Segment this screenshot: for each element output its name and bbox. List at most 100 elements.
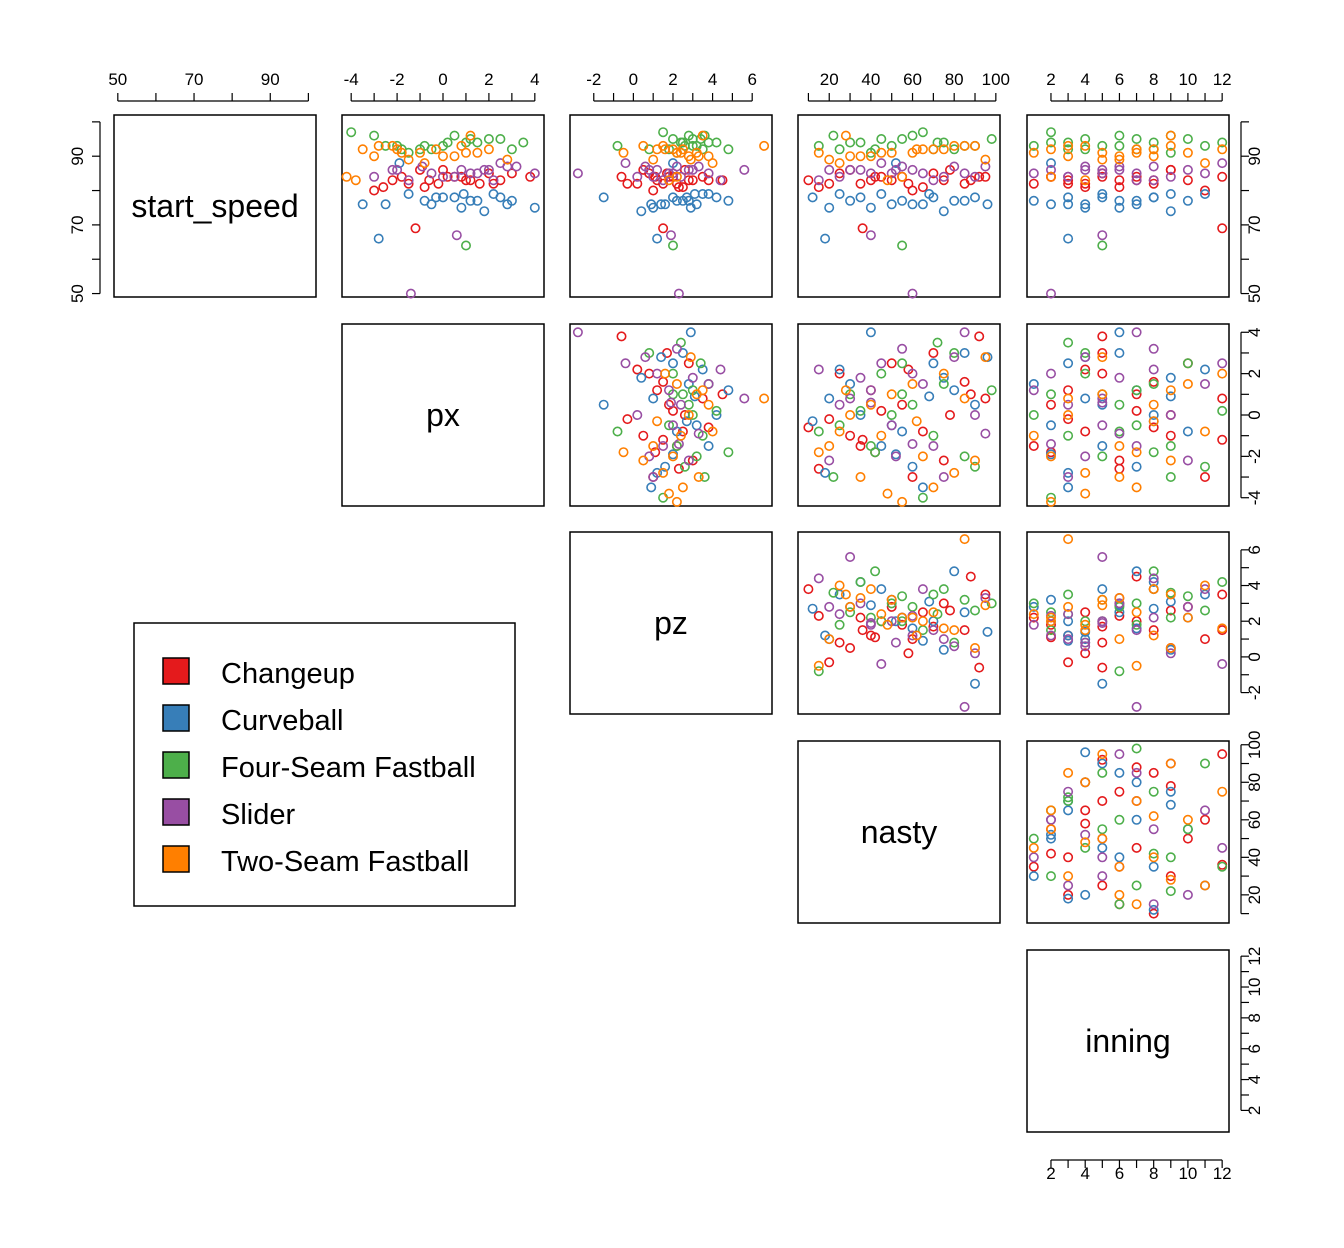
point-two-seam-fastball-11-start_speed-vs-px	[483, 144, 494, 155]
point-four-seam-fastball-2-px-vs-inning	[1063, 430, 1074, 441]
point-curveball-15-px-vs-nasty	[949, 385, 960, 396]
point-curveball-14-nasty-vs-inning	[1063, 893, 1074, 904]
point-slider-6-pz-vs-inning	[1131, 625, 1142, 636]
top-tick-label-pz-0: -2	[586, 70, 601, 89]
panel-frame-start_speed-px	[341, 114, 545, 298]
top-tick-label-start_speed-0: 50	[108, 70, 127, 89]
top-axis-nasty: 20 40 60 80 100	[807, 70, 1010, 102]
point-changeup-11-pz-vs-nasty	[980, 589, 991, 600]
top-tick-label-inning-2: 6	[1115, 70, 1124, 89]
point-slider-11-px-vs-nasty	[876, 358, 887, 369]
point-two-seam-fastball-14-pz-vs-inning	[1063, 534, 1074, 545]
point-slider-8-start_speed-vs-inning	[1165, 171, 1176, 182]
point-curveball-12-pz-vs-inning	[1097, 678, 1108, 689]
point-slider-7-px-vs-nasty	[897, 343, 908, 354]
point-two-seam-fastball-5-pz-vs-inning	[1114, 634, 1125, 645]
point-two-seam-fastball-19-start_speed-vs-pz	[697, 130, 708, 141]
point-changeup-17-start_speed-vs-inning	[1080, 178, 1091, 189]
point-two-seam-fastball-10-px-vs-nasty	[834, 426, 845, 437]
point-four-seam-fastball-12-px-vs-nasty	[917, 492, 928, 503]
point-four-seam-fastball-5-pz-vs-nasty	[907, 601, 918, 612]
point-changeup-16-pz-vs-nasty	[870, 632, 881, 643]
point-slider-9-px-vs-pz	[683, 455, 694, 466]
point-four-seam-fastball-0-start_speed-vs-inning	[1028, 140, 1039, 151]
point-four-seam-fastball-9-pz-vs-inning	[1182, 591, 1193, 602]
point-two-seam-fastball-2-start_speed-vs-px	[437, 151, 448, 162]
point-four-seam-fastball-0-nasty-vs-inning	[1028, 833, 1039, 844]
point-two-seam-fastball-13-pz-vs-inning	[1114, 592, 1125, 603]
point-changeup-18-start_speed-vs-inning	[1165, 164, 1176, 175]
point-four-seam-fastball-7-px-vs-inning	[1148, 378, 1159, 389]
point-slider-2-start_speed-vs-nasty	[834, 171, 845, 182]
point-slider-11-pz-vs-inning	[1217, 658, 1228, 669]
point-two-seam-fastball-4-start_speed-vs-px	[460, 147, 471, 158]
point-two-seam-fastball-12-nasty-vs-inning	[1046, 824, 1057, 835]
point-two-seam-fastball-17-px-vs-pz	[652, 416, 663, 427]
point-two-seam-fastball-12-px-vs-inning	[1046, 496, 1057, 507]
point-changeup-5-start_speed-vs-px	[387, 175, 398, 186]
point-slider-3-pz-vs-inning	[1080, 641, 1091, 652]
point-curveball-13-px-vs-pz	[685, 327, 696, 338]
point-slider-6-start_speed-vs-inning	[1131, 175, 1142, 186]
point-changeup-19-start_speed-vs-nasty	[803, 175, 814, 186]
point-changeup-3-px-vs-inning	[1080, 426, 1091, 437]
point-changeup-6-px-vs-nasty	[876, 405, 887, 416]
point-curveball-13-pz-vs-nasty	[865, 600, 876, 611]
point-curveball-4-start_speed-vs-nasty	[876, 189, 887, 200]
point-four-seam-fastball-13-start_speed-vs-px	[506, 144, 517, 155]
point-two-seam-fastball-17-px-vs-inning	[1148, 416, 1159, 427]
point-two-seam-fastball-9-start_speed-vs-px	[472, 147, 483, 158]
bottom-tick-label-inning-1: 4	[1080, 1164, 1089, 1183]
point-curveball-15-nasty-vs-inning	[1131, 777, 1142, 788]
point-slider-19-px-vs-pz	[644, 451, 655, 462]
point-slider-16-start_speed-vs-inning	[1131, 168, 1142, 179]
point-two-seam-fastball-3-nasty-vs-inning	[1080, 777, 1091, 788]
point-two-seam-fastball-10-start_speed-vs-px	[419, 158, 430, 169]
point-four-seam-fastball-7-start_speed-vs-inning	[1148, 137, 1159, 148]
point-changeup-6-start_speed-vs-inning	[1131, 171, 1142, 182]
point-slider-13-start_speed-vs-px	[456, 164, 467, 175]
point-four-seam-fastball-18-start_speed-vs-px	[518, 137, 529, 148]
point-slider-14-start_speed-vs-nasty	[907, 288, 918, 299]
panel-frame-pz-inning	[1026, 531, 1230, 715]
point-changeup-3-start_speed-vs-px	[419, 182, 430, 193]
point-four-seam-fastball-11-start_speed-vs-pz	[711, 137, 722, 148]
point-curveball-2-px-vs-pz	[667, 358, 678, 369]
point-slider-16-start_speed-vs-px	[529, 168, 540, 179]
point-curveball-13-px-vs-inning	[1114, 327, 1125, 338]
right-axis-start_speed: 50 70 90	[1240, 121, 1264, 303]
left-tick-label-start_speed-0: 50	[68, 284, 87, 303]
point-changeup-21-start_speed-vs-nasty	[857, 223, 868, 234]
bottom-tick-label-inning-3: 8	[1149, 1164, 1158, 1183]
point-two-seam-fastball-19-pz-vs-nasty	[840, 589, 851, 600]
right-tick-label-inning-4: 10	[1245, 978, 1264, 997]
point-slider-9-px-vs-nasty	[824, 455, 835, 466]
point-curveball-8-px-vs-pz	[636, 372, 647, 383]
point-four-seam-fastball-5-start_speed-vs-nasty	[907, 130, 918, 141]
point-four-seam-fastball-6-pz-vs-inning	[1131, 619, 1142, 630]
point-curveball-0-px-vs-inning	[1028, 378, 1039, 389]
point-four-seam-fastball-1-nasty-vs-inning	[1046, 871, 1057, 882]
point-curveball-8-start_speed-vs-px	[479, 206, 490, 217]
point-four-seam-fastball-12-start_speed-vs-px	[346, 127, 357, 138]
point-four-seam-fastball-11-pz-vs-inning	[1217, 576, 1228, 587]
point-two-seam-fastball-16-pz-vs-nasty	[980, 600, 991, 611]
point-slider-5-start_speed-vs-inning	[1114, 164, 1125, 175]
point-two-seam-fastball-8-px-vs-nasty	[969, 455, 980, 466]
right-tick-label-pz-0: -2	[1245, 685, 1264, 700]
point-two-seam-fastball-18-nasty-vs-inning	[1080, 837, 1091, 848]
point-two-seam-fastball-14-pz-vs-nasty	[959, 534, 970, 545]
point-four-seam-fastball-13-px-vs-nasty	[949, 347, 960, 358]
point-changeup-13-pz-vs-nasty	[928, 621, 939, 632]
point-curveball-14-pz-vs-inning	[1063, 630, 1074, 641]
point-changeup-3-start_speed-vs-nasty	[917, 182, 928, 193]
point-slider-8-start_speed-vs-px	[437, 171, 448, 182]
point-changeup-10-px-vs-nasty	[907, 471, 918, 482]
point-four-seam-fastball-5-start_speed-vs-inning	[1114, 130, 1125, 141]
right-tick-label-px-2: 0	[1245, 410, 1264, 419]
point-four-seam-fastball-11-start_speed-vs-inning	[1217, 137, 1228, 148]
right-tick-label-nasty-2: 60	[1245, 810, 1264, 829]
point-two-seam-fastball-10-nasty-vs-inning	[1200, 880, 1211, 891]
point-two-seam-fastball-13-pz-vs-nasty	[855, 592, 866, 603]
top-tick-label-nasty-3: 80	[945, 70, 964, 89]
